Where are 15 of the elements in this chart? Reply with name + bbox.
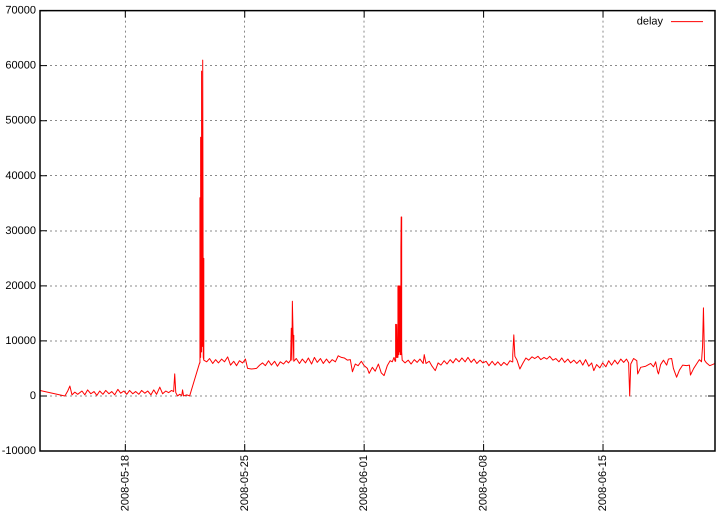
y-tick-label: -10000 [2,445,36,458]
x-tick-label: 2008-06-08 [478,455,490,512]
x-tick-label: 2008-05-18 [119,455,132,512]
x-tick-label: 2008-06-15 [597,455,610,512]
y-tick-label: 0 [30,390,36,402]
y-tick-label: 10000 [5,334,36,347]
legend-label: delay [636,16,664,28]
y-tick-label: 70000 [5,4,36,17]
y-tick-label: 20000 [5,280,36,292]
y-tick-label: 30000 [5,224,36,237]
x-tick-label: 2008-06-01 [358,455,370,512]
y-tick-label: 40000 [5,170,36,182]
y-tick-label: 50000 [5,114,36,127]
y-tick-label: 60000 [5,60,36,72]
x-tick-label: 2008-05-25 [238,455,251,512]
